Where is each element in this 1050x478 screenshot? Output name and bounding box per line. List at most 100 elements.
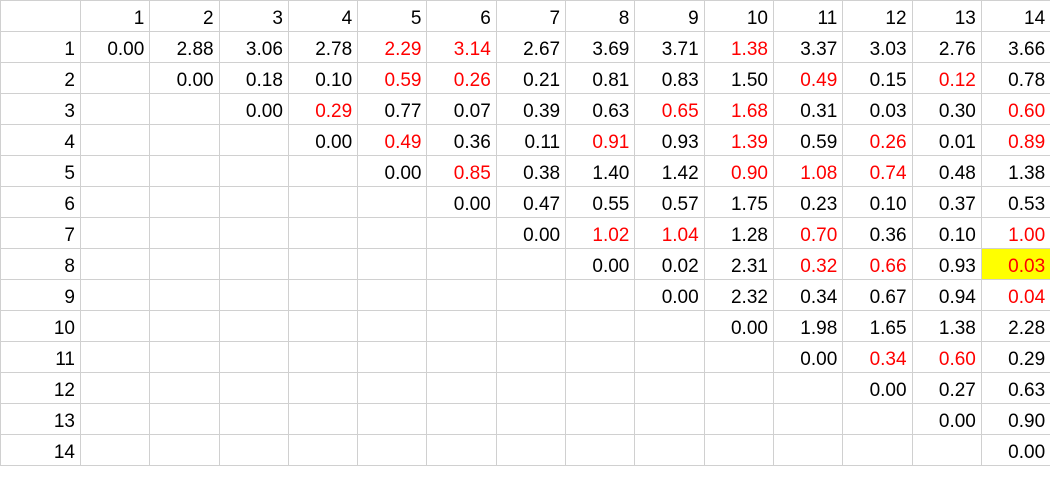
data-cell[interactable]: 0.37	[911, 186, 982, 218]
data-cell[interactable]: 0.00	[218, 93, 289, 125]
column-header-cell[interactable]: 4	[287, 0, 359, 32]
flagged-cell[interactable]: 0.49	[357, 124, 428, 156]
flagged-cell[interactable]: 1.02	[565, 217, 636, 249]
flagged-cell[interactable]: 0.26	[842, 124, 913, 156]
flagged-cell[interactable]: 1.00	[980, 217, 1050, 249]
data-cell[interactable]	[703, 434, 774, 466]
flagged-cell[interactable]: 1.08	[772, 155, 844, 187]
data-cell[interactable]: 0.59	[772, 124, 844, 156]
data-cell[interactable]	[287, 341, 359, 373]
flagged-cell[interactable]: 0.91	[565, 124, 636, 156]
row-header-cell[interactable]: 9	[0, 279, 81, 311]
data-cell[interactable]	[565, 372, 636, 404]
data-cell[interactable]	[357, 279, 428, 311]
data-cell[interactable]	[426, 434, 497, 466]
data-cell[interactable]: 1.65	[842, 310, 913, 342]
flagged-cell[interactable]: 0.74	[842, 155, 913, 187]
row-header-cell[interactable]: 13	[0, 403, 81, 435]
row-header-cell[interactable]: 5	[0, 155, 81, 187]
data-cell[interactable]: 1.42	[634, 155, 705, 187]
column-header-cell[interactable]: 12	[842, 0, 913, 32]
flagged-cell[interactable]: 0.26	[426, 62, 497, 94]
data-cell[interactable]: 0.53	[980, 186, 1050, 218]
data-cell[interactable]: 3.71	[634, 31, 705, 63]
data-cell[interactable]: 0.55	[565, 186, 636, 218]
data-cell[interactable]: 0.00	[426, 186, 497, 218]
data-cell[interactable]	[79, 310, 151, 342]
flagged-cell[interactable]: 0.70	[772, 217, 844, 249]
data-cell[interactable]: 0.63	[980, 372, 1050, 404]
data-cell[interactable]: 0.00	[149, 62, 220, 94]
data-cell[interactable]	[79, 62, 151, 94]
data-cell[interactable]	[79, 124, 151, 156]
data-cell[interactable]	[772, 403, 844, 435]
data-cell[interactable]	[79, 403, 151, 435]
data-cell[interactable]	[79, 248, 151, 280]
row-header-cell[interactable]: 4	[0, 124, 81, 156]
data-cell[interactable]: 0.00	[980, 434, 1050, 466]
data-cell[interactable]: 3.69	[565, 31, 636, 63]
data-cell[interactable]	[149, 124, 220, 156]
data-cell[interactable]	[495, 341, 567, 373]
data-cell[interactable]: 0.11	[495, 124, 567, 156]
data-cell[interactable]: 0.90	[980, 403, 1050, 435]
data-cell[interactable]	[218, 434, 289, 466]
flagged-cell[interactable]: 0.66	[842, 248, 913, 280]
data-cell[interactable]	[357, 186, 428, 218]
data-cell[interactable]	[149, 434, 220, 466]
flagged-cell[interactable]: 0.60	[980, 93, 1050, 125]
data-cell[interactable]	[218, 310, 289, 342]
highlighted-cell[interactable]: 0.03	[980, 248, 1050, 280]
data-cell[interactable]: 0.63	[565, 93, 636, 125]
data-cell[interactable]	[287, 155, 359, 187]
row-header-cell[interactable]: 11	[0, 341, 81, 373]
row-header-cell[interactable]: 1	[0, 31, 81, 63]
data-cell[interactable]	[495, 248, 567, 280]
data-cell[interactable]: 0.03	[842, 93, 913, 125]
data-cell[interactable]	[357, 310, 428, 342]
row-header-cell[interactable]: 14	[0, 434, 81, 466]
data-cell[interactable]	[772, 434, 844, 466]
data-cell[interactable]: 0.00	[634, 279, 705, 311]
data-cell[interactable]: 0.93	[634, 124, 705, 156]
flagged-cell[interactable]: 3.14	[426, 31, 497, 63]
data-cell[interactable]: 0.30	[911, 93, 982, 125]
data-cell[interactable]	[79, 186, 151, 218]
data-cell[interactable]: 0.15	[842, 62, 913, 94]
data-cell[interactable]	[287, 310, 359, 342]
data-cell[interactable]: 0.00	[842, 372, 913, 404]
data-cell[interactable]: 0.29	[980, 341, 1050, 373]
data-cell[interactable]	[287, 217, 359, 249]
data-cell[interactable]	[357, 434, 428, 466]
flagged-cell[interactable]: 0.60	[911, 341, 982, 373]
data-cell[interactable]	[79, 434, 151, 466]
data-cell[interactable]	[911, 434, 982, 466]
data-cell[interactable]: 1.75	[703, 186, 774, 218]
data-cell[interactable]: 2.88	[149, 31, 220, 63]
flagged-cell[interactable]: 0.59	[357, 62, 428, 94]
flagged-cell[interactable]: 0.65	[634, 93, 705, 125]
data-cell[interactable]	[357, 217, 428, 249]
data-cell[interactable]: 2.78	[287, 31, 359, 63]
data-cell[interactable]	[149, 341, 220, 373]
data-cell[interactable]: 0.21	[495, 62, 567, 94]
data-cell[interactable]: 0.00	[79, 31, 151, 63]
data-cell[interactable]: 1.40	[565, 155, 636, 187]
column-header-cell[interactable]: 6	[426, 0, 497, 32]
data-cell[interactable]: 1.98	[772, 310, 844, 342]
data-cell[interactable]	[842, 434, 913, 466]
data-cell[interactable]: 3.66	[980, 31, 1050, 63]
data-cell[interactable]: 0.10	[911, 217, 982, 249]
data-cell[interactable]	[357, 403, 428, 435]
data-cell[interactable]	[218, 186, 289, 218]
data-cell[interactable]	[495, 403, 567, 435]
data-cell[interactable]	[703, 403, 774, 435]
data-cell[interactable]	[79, 155, 151, 187]
data-cell[interactable]: 0.77	[357, 93, 428, 125]
data-cell[interactable]	[426, 217, 497, 249]
row-header-cell[interactable]: 6	[0, 186, 81, 218]
data-cell[interactable]	[149, 310, 220, 342]
data-cell[interactable]	[565, 310, 636, 342]
data-cell[interactable]: 0.94	[911, 279, 982, 311]
data-cell[interactable]	[287, 372, 359, 404]
